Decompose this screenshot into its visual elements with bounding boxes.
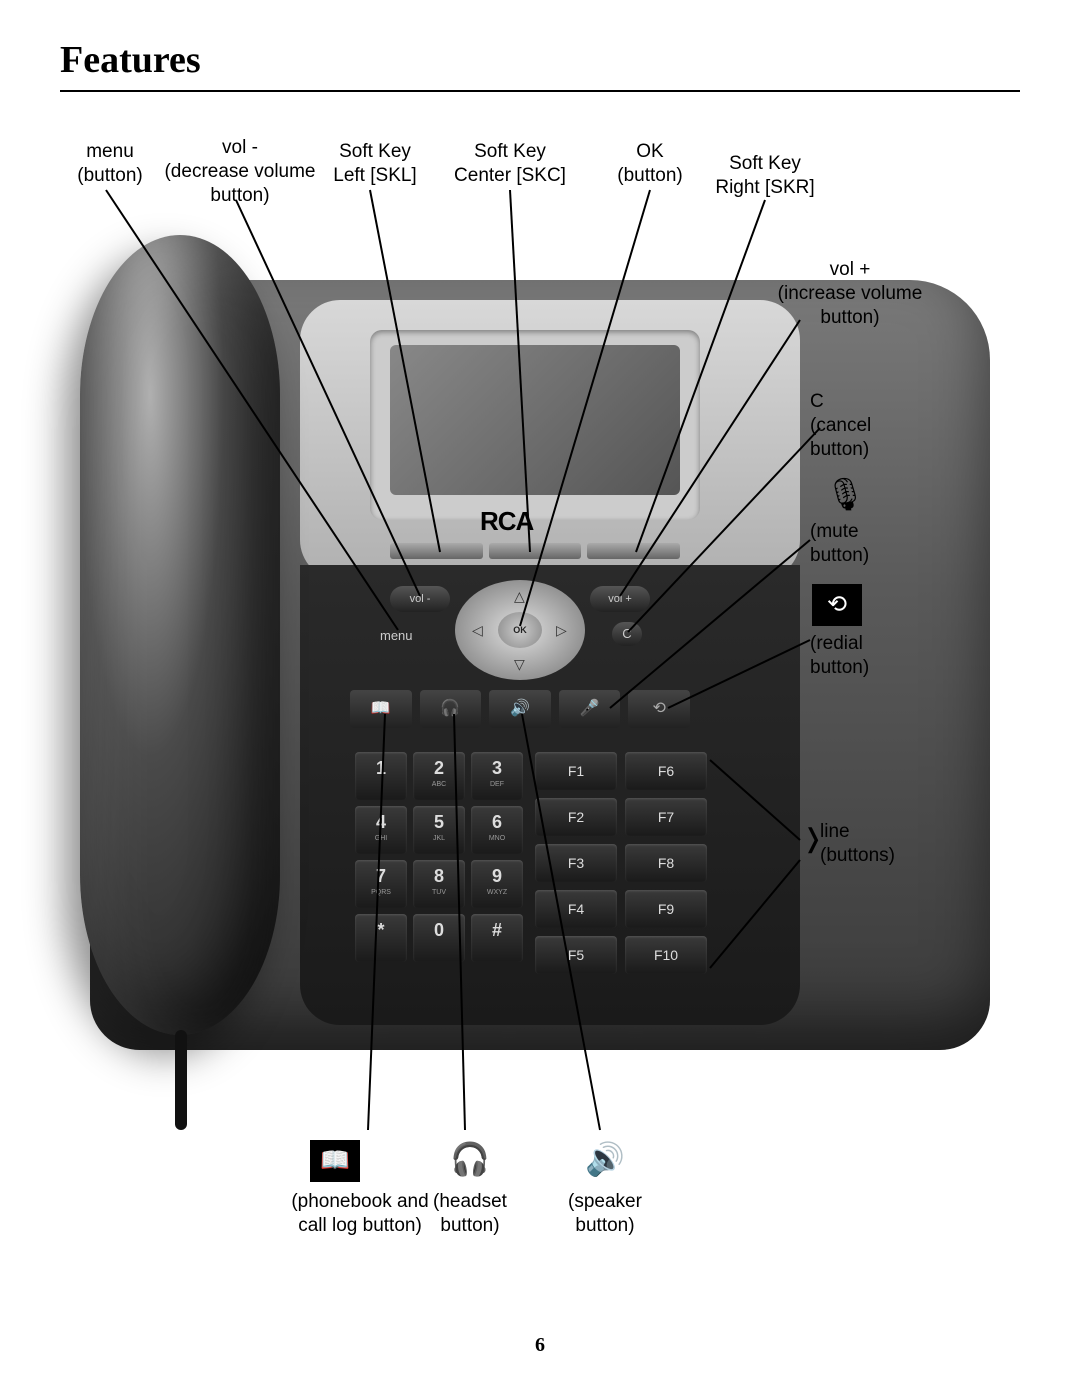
label-vol-down: vol -(decrease volumebutton) [160,136,320,207]
label-ok: OK(button) [610,140,690,188]
redial-icon: ⟲ [812,584,862,626]
key-4[interactable]: 4GHI [355,806,407,854]
handset-cord [175,1030,187,1130]
nav-right-icon[interactable]: ▷ [556,622,567,639]
phonebook-icon: 📖 [310,1140,360,1182]
menu-button[interactable]: menu [380,628,413,643]
label-cancel: C(cancelbutton) [810,390,890,461]
label-redial: (redialbutton) [810,632,890,680]
mute-icon: 🎙 [825,475,866,513]
line-F3[interactable]: F3 [535,844,617,882]
key-5[interactable]: 5JKL [413,806,465,854]
label-soft-center: Soft KeyCenter [SKC] [450,140,570,188]
key-0[interactable]: 0 [413,914,465,962]
key-8[interactable]: 8TUV [413,860,465,908]
line-F9[interactable]: F9 [625,890,707,928]
softkey-row [390,543,680,559]
key-*[interactable]: * [355,914,407,962]
nav-left-icon[interactable]: ◁ [472,622,483,639]
line-F5[interactable]: F5 [535,936,617,974]
nav-up-icon[interactable]: △ [514,588,525,605]
line-F8[interactable]: F8 [625,844,707,882]
line-col-right: F6 F7 F8 F9 F10 [625,752,707,974]
line-F4[interactable]: F4 [535,890,617,928]
keypad: 12ABC3DEF 4GHI5JKL6MNO 7PQRS8TUV9WXYZ *0# [355,752,523,962]
handset [80,235,280,1035]
softkey-left[interactable] [390,543,483,559]
label-speaker: (speakerbutton) [555,1190,655,1238]
label-menu: menu(button) [65,140,155,188]
key-9[interactable]: 9WXYZ [471,860,523,908]
mute-button[interactable]: 🎤 [559,690,621,728]
label-mute: (mutebutton) [810,520,890,568]
label-soft-left: Soft KeyLeft [SKL] [330,140,420,188]
line-F1[interactable]: F1 [535,752,617,790]
brace-icon: ❭ [802,824,824,854]
label-phonebook: (phonebook andcall log button) [280,1190,440,1238]
speaker-button[interactable]: 🔊 [489,690,551,728]
ok-button[interactable]: OK [498,612,542,648]
brand-logo: RCA [480,506,533,537]
title-underline [60,90,1020,92]
line-F2[interactable]: F2 [535,798,617,836]
key-1[interactable]: 1 [355,752,407,800]
vol-down-button[interactable]: vol - [390,586,450,612]
cancel-button[interactable]: C [612,622,642,646]
headset-button[interactable]: 🎧 [420,690,482,728]
label-soft-right: Soft KeyRight [SKR] [710,152,820,200]
line-F6[interactable]: F6 [625,752,707,790]
headset-icon: 🎧 [450,1140,490,1178]
label-headset: (headsetbutton) [420,1190,520,1238]
softkey-right[interactable] [587,543,680,559]
key-7[interactable]: 7PQRS [355,860,407,908]
line-F10[interactable]: F10 [625,936,707,974]
label-line-buttons: line(buttons) [820,820,910,868]
function-row: 📖 🎧 🔊 🎤 ⟲ [350,690,690,728]
nav-down-icon[interactable]: ▽ [514,656,525,673]
vol-up-button[interactable]: vol + [590,586,650,612]
page-title: Features [60,38,201,82]
key-2[interactable]: 2ABC [413,752,465,800]
speaker-icon: 🔊 [585,1140,625,1178]
key-#[interactable]: # [471,914,523,962]
key-6[interactable]: 6MNO [471,806,523,854]
phonebook-button[interactable]: 📖 [350,690,412,728]
key-3[interactable]: 3DEF [471,752,523,800]
screen [390,345,680,495]
label-vol-up: vol +(increase volumebutton) [770,258,930,329]
page-number: 6 [535,1334,545,1357]
redial-button[interactable]: ⟲ [628,690,690,728]
line-col-left: F1 F2 F3 F4 F5 [535,752,617,974]
line-F7[interactable]: F7 [625,798,707,836]
softkey-center[interactable] [489,543,582,559]
